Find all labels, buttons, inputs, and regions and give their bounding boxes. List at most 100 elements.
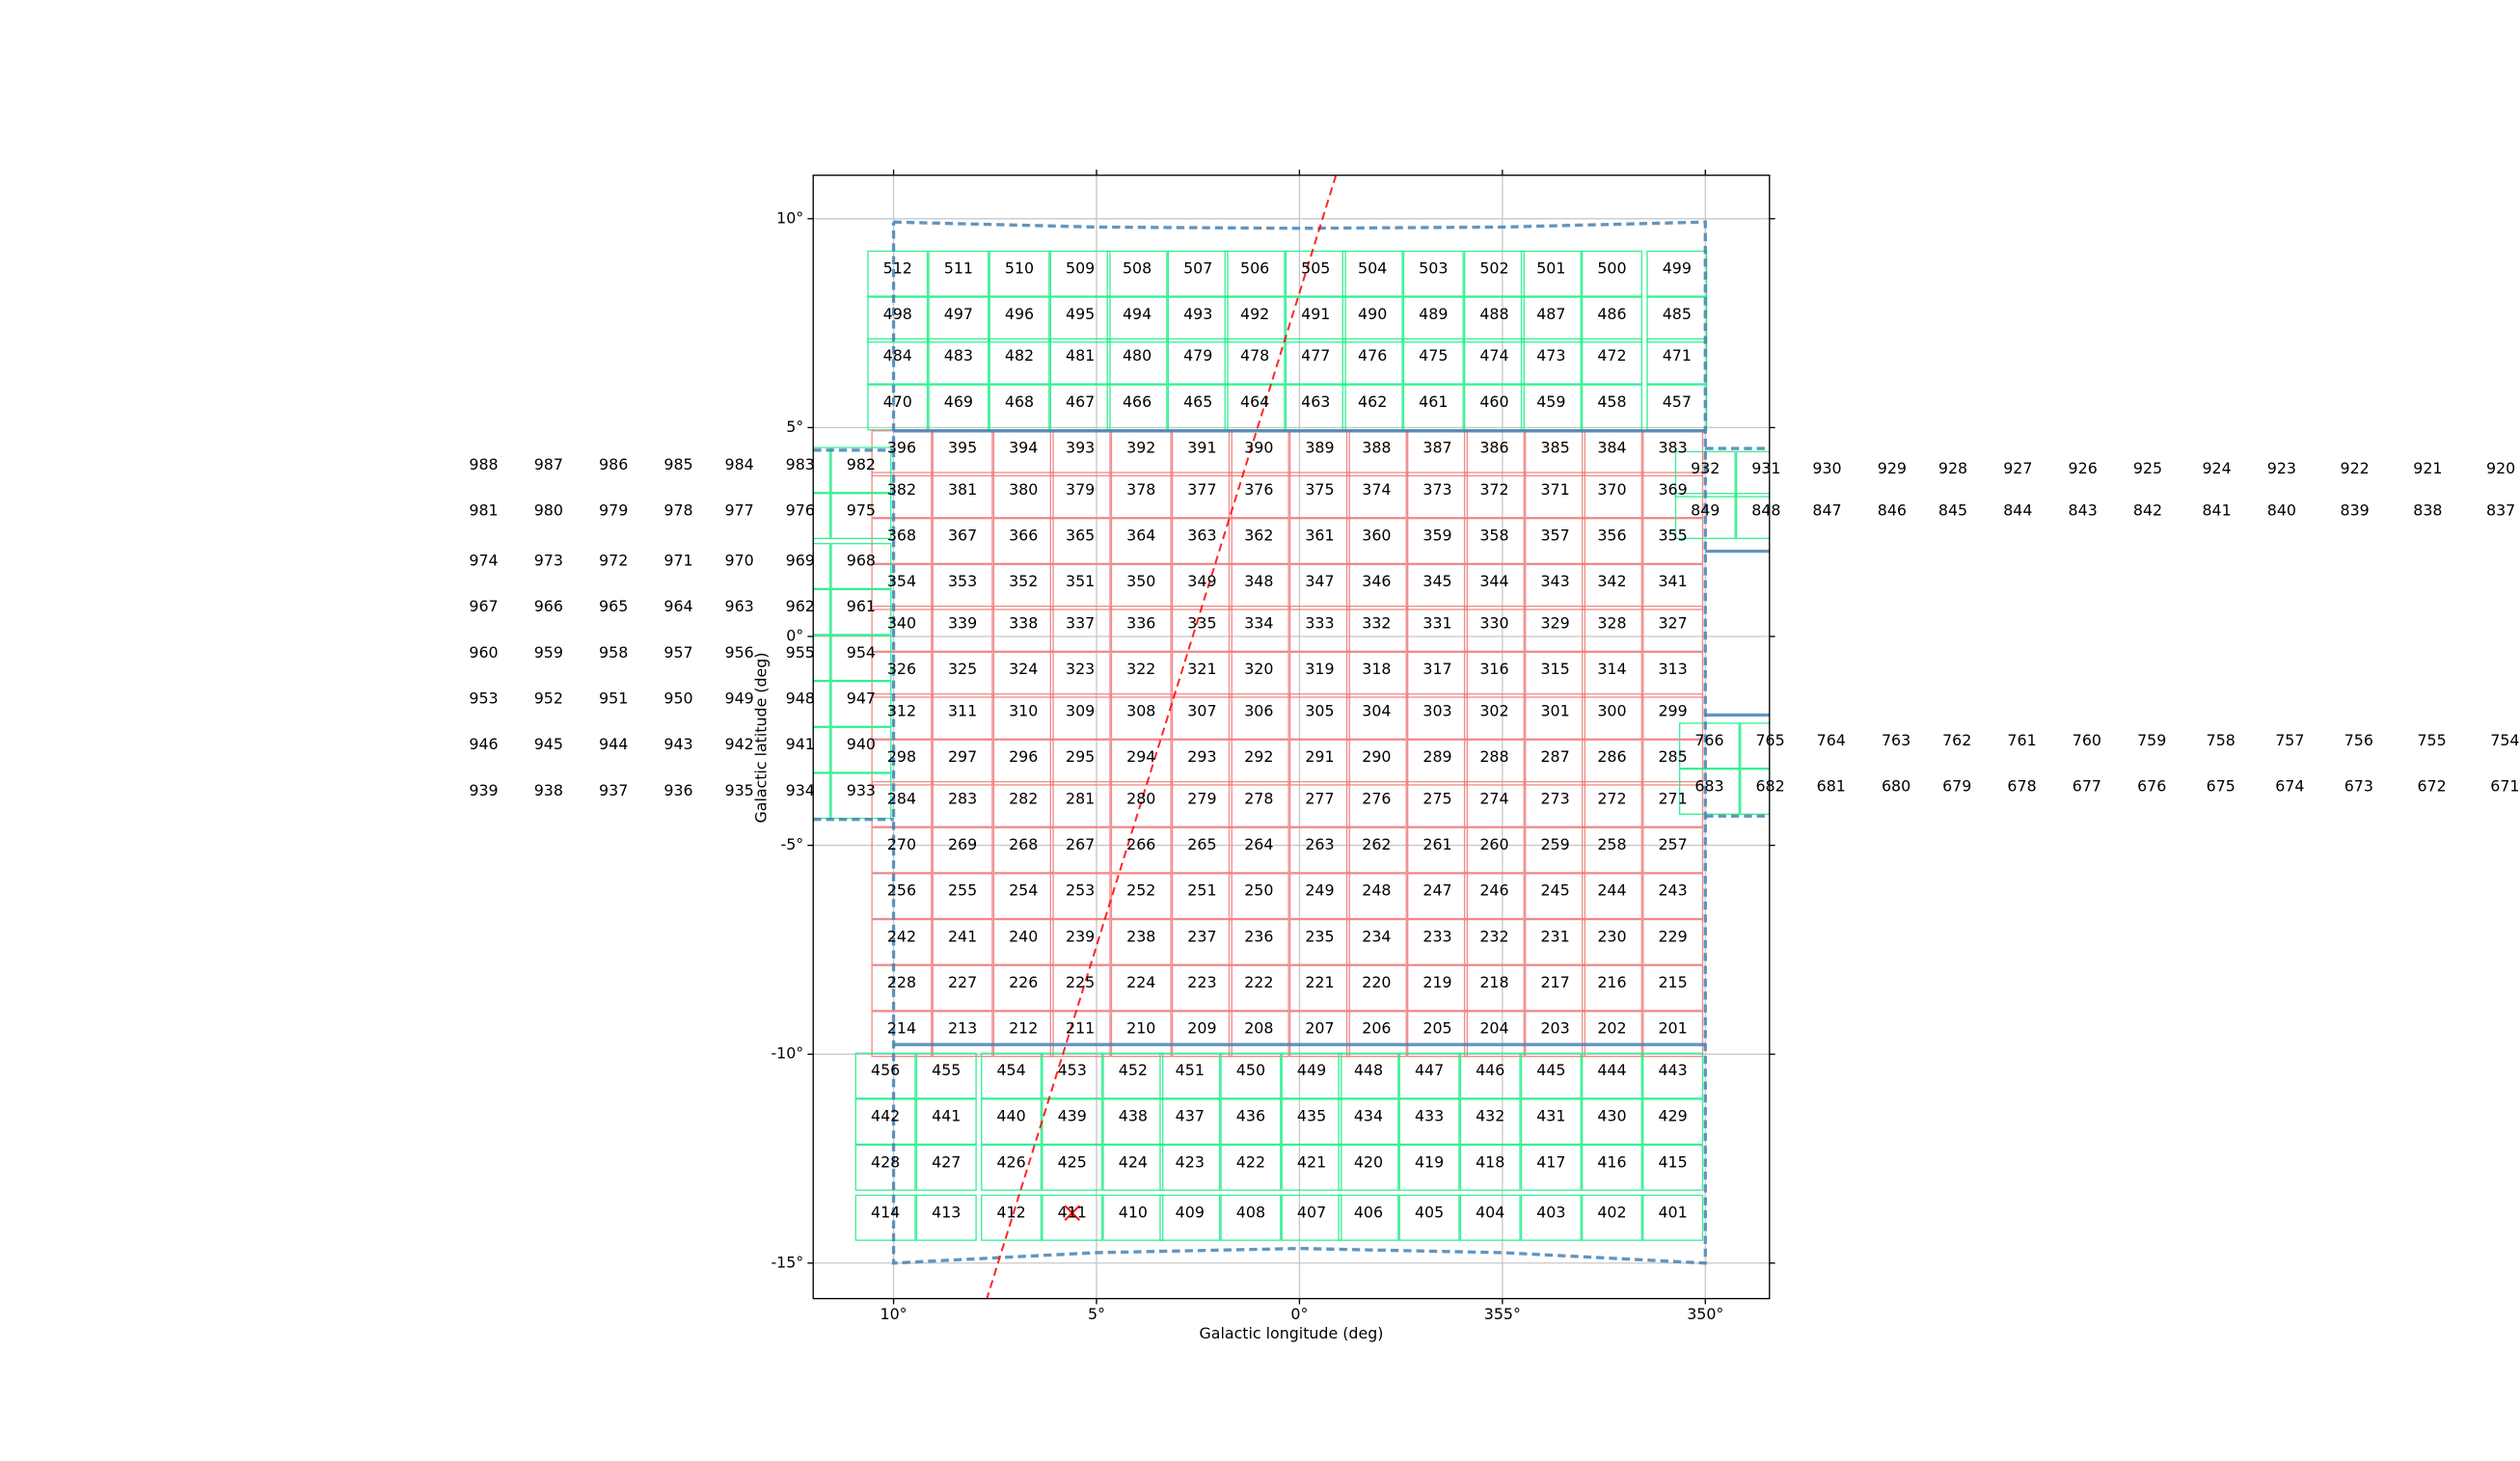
tile-label: 677 — [2073, 776, 2101, 795]
tile-label: 494 — [1123, 305, 1152, 323]
tile-label: 386 — [1479, 439, 1508, 457]
tile-label: 435 — [1297, 1107, 1326, 1125]
tile — [854, 1144, 916, 1191]
tile-label: 308 — [1126, 701, 1155, 719]
tile-label: 365 — [1066, 527, 1095, 545]
tile-label: 312 — [887, 701, 916, 719]
tile-label: 216 — [1597, 973, 1626, 991]
tile-label: 270 — [887, 835, 916, 853]
tile — [830, 680, 892, 727]
tile — [1345, 518, 1407, 565]
tile-label: 305 — [1305, 701, 1334, 719]
tile — [1525, 1011, 1586, 1058]
tile — [1642, 1194, 1704, 1241]
tile-label: 947 — [847, 689, 876, 707]
plot-area — [813, 175, 1770, 1299]
tile-label: 935 — [725, 781, 754, 799]
tile-label: 385 — [1540, 439, 1569, 457]
tile-label: 339 — [948, 613, 977, 632]
tile-label: 437 — [1176, 1107, 1205, 1125]
tile-label: 961 — [847, 597, 876, 615]
tile-label: 511 — [944, 258, 973, 277]
tile — [1171, 1011, 1233, 1058]
tile-label: 469 — [944, 392, 973, 411]
tile-label: 419 — [1415, 1152, 1444, 1171]
tile-label: 332 — [1362, 613, 1391, 632]
tile — [932, 1011, 993, 1058]
tile-label: 672 — [2417, 776, 2446, 795]
tile-label: 927 — [2003, 459, 2032, 477]
tile — [1463, 605, 1525, 652]
tile — [1642, 1144, 1704, 1191]
tile — [1463, 964, 1525, 1012]
tile-label: 278 — [1244, 789, 1273, 807]
tile-label: 508 — [1123, 258, 1152, 277]
tile-label: 325 — [948, 660, 977, 678]
tile — [1049, 964, 1111, 1012]
tile — [1171, 918, 1233, 965]
tile — [1110, 563, 1172, 610]
tile-label: 242 — [887, 927, 916, 945]
tile-label: 430 — [1597, 1107, 1626, 1125]
tile-label: 416 — [1597, 1152, 1626, 1171]
tile-label: 849 — [1691, 501, 1720, 520]
tile-label: 931 — [1751, 459, 1780, 477]
tile-label: 434 — [1354, 1107, 1383, 1125]
tile-label: 261 — [1423, 835, 1451, 853]
tile-label: 366 — [1009, 527, 1038, 545]
tile-label: 314 — [1597, 660, 1626, 678]
tile-label: 268 — [1009, 835, 1038, 853]
tile — [871, 739, 933, 786]
tile-label: 979 — [599, 501, 628, 520]
tile — [932, 918, 993, 965]
tile — [1642, 780, 1704, 827]
footprint-outline — [891, 220, 1707, 1265]
tile-label: 359 — [1423, 527, 1451, 545]
tile — [992, 651, 1054, 698]
tile — [1402, 296, 1464, 343]
tile — [1407, 651, 1469, 698]
tile — [871, 964, 933, 1012]
tile-label: 329 — [1540, 613, 1569, 632]
tile-label: 282 — [1009, 789, 1038, 807]
tile-label: 410 — [1119, 1203, 1148, 1221]
tile — [1581, 518, 1642, 565]
tile — [1228, 873, 1289, 920]
tile-label: 503 — [1419, 258, 1448, 277]
tile — [1049, 780, 1111, 827]
tile-label: 847 — [1812, 501, 1841, 520]
tile-label: 981 — [469, 501, 498, 520]
tile-label: 203 — [1540, 1019, 1569, 1038]
tile-label: 423 — [1176, 1152, 1205, 1171]
tile — [992, 563, 1054, 610]
tile-label: 502 — [1479, 258, 1508, 277]
tile-label: 451 — [1176, 1061, 1205, 1079]
tile-label: 344 — [1479, 572, 1508, 590]
tile-label: 334 — [1244, 613, 1273, 632]
tile — [1642, 873, 1704, 920]
tile-label: 954 — [847, 643, 876, 662]
tile-label: 763 — [1882, 731, 1910, 749]
tile-label: 495 — [1066, 305, 1095, 323]
tile — [1642, 692, 1704, 740]
tile-label: 952 — [534, 689, 563, 707]
tile-label: 221 — [1305, 973, 1334, 991]
tile-label: 765 — [1755, 731, 1784, 749]
tile-label: 440 — [996, 1107, 1025, 1125]
tile — [1581, 1052, 1642, 1099]
tile-label: 407 — [1297, 1203, 1326, 1221]
tile — [1463, 563, 1525, 610]
tile-label: 298 — [887, 747, 916, 766]
tile-label: 920 — [2486, 459, 2515, 477]
tile-label: 235 — [1305, 927, 1334, 945]
tile-label: 289 — [1423, 747, 1451, 766]
tile-label: 413 — [932, 1203, 961, 1221]
tile — [1220, 1144, 1282, 1191]
tile — [1520, 1194, 1582, 1241]
tile — [1581, 780, 1642, 827]
tile — [1110, 826, 1172, 874]
tile — [1224, 296, 1286, 343]
tile — [830, 772, 892, 820]
tile-label: 382 — [887, 480, 916, 499]
